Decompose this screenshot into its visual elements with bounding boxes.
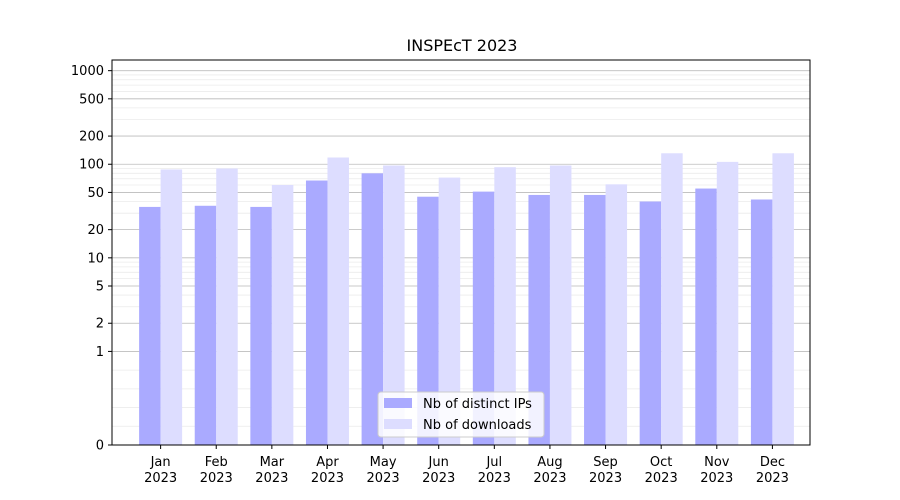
y-tick-label: 5 xyxy=(96,280,104,295)
bar-distinct-ips-sep xyxy=(584,194,606,445)
legend: Nb of distinct IPs Nb of downloads xyxy=(377,391,545,438)
y-tick-label: 2 xyxy=(96,317,104,332)
bar-downloads-mar xyxy=(271,185,294,445)
x-tick-label-year: 2023 xyxy=(645,471,678,486)
x-tick-label-month: Feb xyxy=(205,455,228,470)
y-tick-label: 100 xyxy=(79,158,104,173)
y-tick-label: 10 xyxy=(87,251,104,266)
x-tick-label-month: Sep xyxy=(593,455,618,470)
x-tick-label-year: 2023 xyxy=(367,471,400,486)
chart-title: INSPEcT 2023 xyxy=(407,36,518,55)
x-tick-label-month: Apr xyxy=(316,455,339,470)
x-tick-label-year: 2023 xyxy=(422,471,455,486)
x-tick-label-month: Mar xyxy=(260,455,285,470)
legend-box xyxy=(377,391,545,438)
y-tick-label: 500 xyxy=(79,92,104,107)
y-tick-label: 0 xyxy=(96,439,104,454)
y-tick-label: 1000 xyxy=(71,64,104,79)
bar-downloads-may xyxy=(383,165,405,446)
x-tick-label-year: 2023 xyxy=(255,471,288,486)
legend-label: Nb of downloads xyxy=(423,418,532,433)
bar-distinct-ips-jun xyxy=(417,196,439,445)
bar-distinct-ips-feb xyxy=(194,205,217,445)
bar-distinct-ips-may xyxy=(361,173,384,445)
x-tick-label-year: 2023 xyxy=(200,471,233,486)
x-tick-label-year: 2023 xyxy=(478,471,511,486)
bars xyxy=(139,153,794,446)
bar-distinct-ips-dec xyxy=(750,199,773,445)
bar-distinct-ips-nov xyxy=(695,188,717,445)
legend-label: Nb of distinct IPs xyxy=(423,397,532,412)
x-tick-label-month: Jul xyxy=(485,455,502,470)
bar-distinct-ips-oct xyxy=(639,201,662,445)
y-tick-label: 20 xyxy=(87,223,104,238)
plot-frame xyxy=(111,59,811,446)
bar-distinct-ips-jan xyxy=(139,206,161,445)
bar-downloads-feb xyxy=(216,168,238,445)
x-tick-label-month: Jun xyxy=(428,455,449,470)
y-tick-label: 200 xyxy=(79,130,104,145)
x-tick-label-year: 2023 xyxy=(756,471,789,486)
x-tick-label-year: 2023 xyxy=(589,471,622,486)
bar-downloads-jul xyxy=(494,167,516,446)
y-tick-label: 1 xyxy=(96,345,104,360)
bar-distinct-ips-mar xyxy=(250,206,272,445)
x-tick-label-month: Jan xyxy=(150,455,171,470)
bar-distinct-ips-apr xyxy=(305,180,328,446)
bar-downloads-jun xyxy=(438,177,461,446)
x-tick-label-month: May xyxy=(370,455,397,470)
bar-downloads-oct xyxy=(661,153,683,445)
x-axis: Jan2023Feb2023Mar2023Apr2023May2023Jun20… xyxy=(144,445,789,486)
x-tick-label-month: Nov xyxy=(704,455,730,470)
bar-distinct-ips-jul xyxy=(472,191,495,445)
y-tick-label: 50 xyxy=(87,186,104,201)
x-tick-label-year: 2023 xyxy=(533,471,566,486)
x-tick-label-month: Dec xyxy=(760,455,785,470)
x-tick-label-year: 2023 xyxy=(700,471,733,486)
x-tick-label-month: Aug xyxy=(537,455,562,470)
y-axis: 0 1 2 5 10 20 50 100 200 500 1000 xyxy=(71,64,112,454)
x-tick-label-month: Oct xyxy=(650,455,672,470)
bar-distinct-ips-aug xyxy=(528,194,550,445)
x-tick-label-year: 2023 xyxy=(144,471,177,486)
x-tick-label-year: 2023 xyxy=(311,471,344,486)
legend-swatch xyxy=(384,419,412,429)
legend-swatch xyxy=(384,398,412,408)
bar-downloads-dec xyxy=(772,153,794,445)
bar-downloads-jan xyxy=(160,169,183,446)
bar-downloads-apr xyxy=(327,157,349,445)
bar-downloads-sep xyxy=(605,184,628,445)
bar-downloads-aug xyxy=(549,165,572,446)
bar-downloads-nov xyxy=(716,161,739,445)
